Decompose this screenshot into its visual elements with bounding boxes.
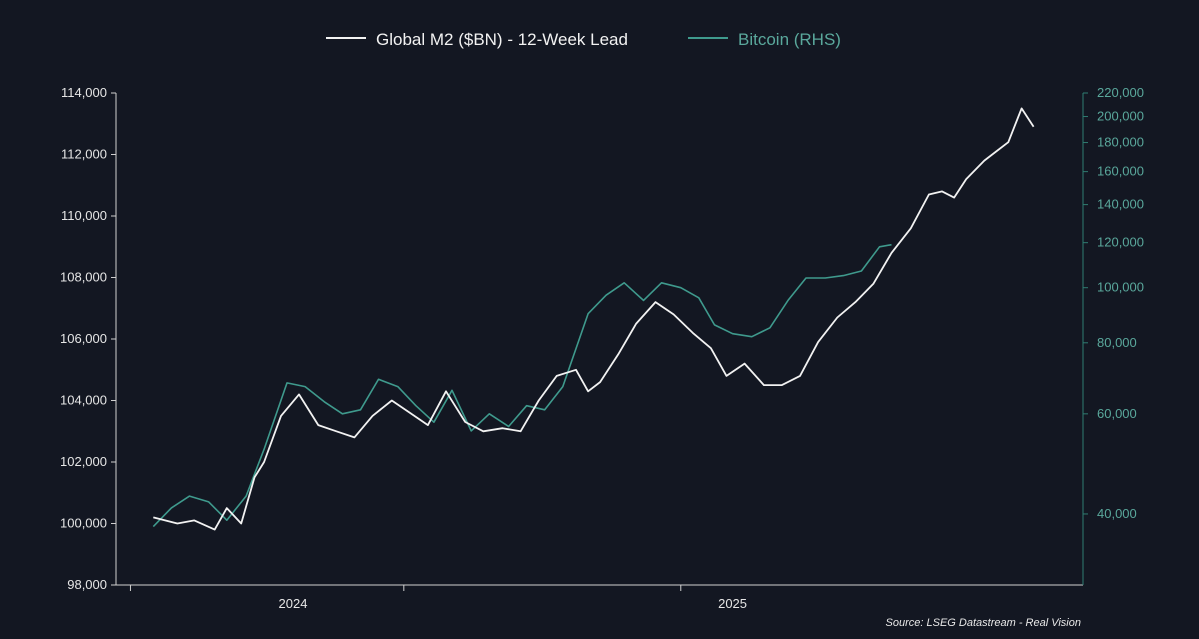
legend-btc-label: Bitcoin (RHS)	[738, 30, 841, 49]
right-tick-label: 200,000	[1097, 109, 1144, 124]
source-note: Source: LSEG Datastream - Real Vision	[885, 617, 1081, 629]
legend-m2-label: Global M2 ($BN) - 12-Week Lead	[376, 30, 628, 49]
right-tick-label: 100,000	[1097, 280, 1144, 295]
series-line-bitcoin	[152, 243, 892, 528]
left-tick-label: 98,000	[67, 577, 107, 592]
right-tick-label: 140,000	[1097, 197, 1144, 212]
right-tick-label: 60,000	[1097, 406, 1137, 421]
right-tick-label: 160,000	[1097, 164, 1144, 179]
right-tick-label: 120,000	[1097, 235, 1144, 250]
plot-area	[152, 107, 1035, 531]
right-tick-label: 180,000	[1097, 135, 1144, 150]
right-tick-label: 220,000	[1097, 85, 1144, 100]
series-line-m2	[153, 107, 1035, 531]
right-axis-ticks: 220,000 200,000 180,000 160,000 140,000 120,0…	[1083, 85, 1144, 521]
left-tick-label: 102,000	[60, 454, 107, 469]
left-tick-label: 106,000	[60, 331, 107, 346]
left-tick-label: 108,000	[60, 270, 107, 285]
x-tick-label: 2024	[279, 596, 308, 611]
left-axis-ticks: 114,000 112,000 110,000 108,000 106,000 104,0…	[60, 85, 116, 592]
x-tick-label: 2025	[718, 596, 747, 611]
legend: Global M2 ($BN) - 12-Week Lead Bitcoin (…	[326, 30, 841, 49]
left-tick-label: 112,000	[61, 147, 107, 162]
x-axis-ticks: 2024 2025	[129, 585, 747, 611]
left-tick-label: 114,000	[61, 85, 107, 100]
right-tick-label: 80,000	[1097, 335, 1137, 350]
left-tick-label: 104,000	[60, 393, 107, 408]
right-tick-label: 40,000	[1097, 506, 1137, 521]
left-tick-label: 110,000	[61, 208, 107, 223]
left-tick-label: 100,000	[60, 516, 107, 531]
